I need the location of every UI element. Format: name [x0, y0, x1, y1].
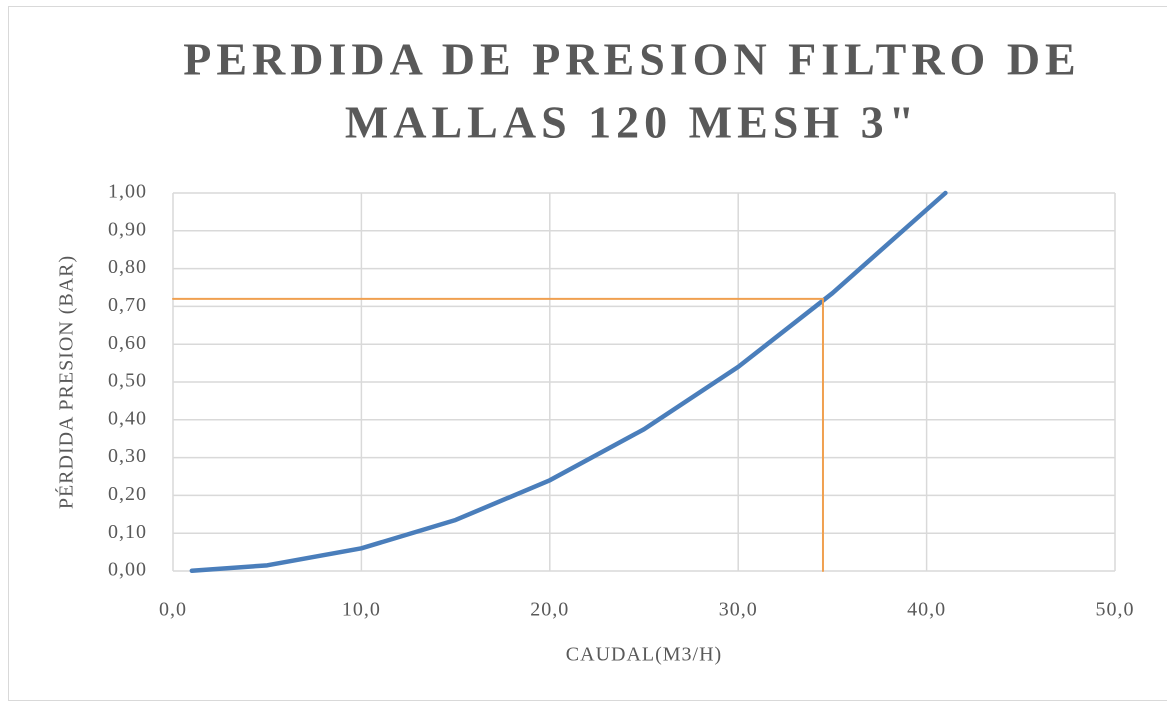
y-tick-label: 0,50: [108, 370, 147, 392]
x-tick-label: 50,0: [1096, 599, 1135, 621]
y-tick-label: 0,00: [108, 559, 147, 581]
y-tick-label: 1,00: [108, 181, 147, 203]
y-tick-label: 0,80: [108, 256, 147, 278]
line: [189, 190, 948, 574]
y-tick-label: 0,70: [108, 294, 147, 316]
chart-title: MALLAS 120 MESH 3": [345, 97, 919, 148]
line: [172, 297, 824, 572]
y-tick-label: 0,10: [108, 521, 147, 543]
x-tick-label: 30,0: [719, 599, 758, 621]
x-tick-label: 40,0: [907, 599, 946, 621]
y-tick-label: 0,90: [108, 218, 147, 240]
y-tick-label: 0,30: [108, 445, 147, 467]
chart-frame: [8, 6, 1167, 701]
y-tick-label: 0,20: [108, 483, 147, 505]
y-axis-label: PÉRDIDA PRESION (BAR): [55, 255, 78, 509]
x-tick-label: 20,0: [530, 599, 569, 621]
chart-title: PERDIDA DE PRESION FILTRO DE: [183, 34, 1080, 85]
y-tick-label: 0,60: [108, 332, 147, 354]
x-axis-label: CAUDAL(M3/H): [566, 644, 722, 666]
x-tick-label: 10,0: [342, 599, 381, 621]
y-tick-label: 0,40: [108, 407, 147, 429]
x-tick-label: 0,0: [159, 599, 187, 621]
